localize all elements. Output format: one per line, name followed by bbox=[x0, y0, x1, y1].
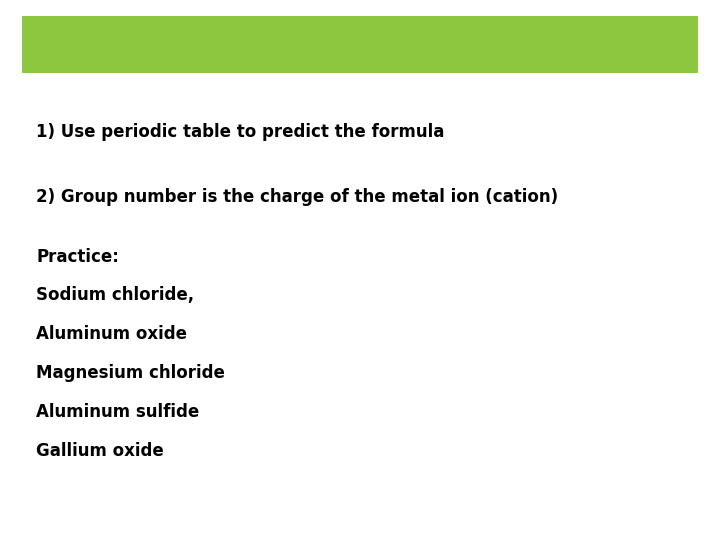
Text: Predicting Formulas of Binary Ionic Compounds: Predicting Formulas of Binary Ionic Comp… bbox=[120, 36, 600, 53]
Text: Practice:: Practice: bbox=[36, 247, 119, 266]
Text: 2) Group number is the charge of the metal ion (cation): 2) Group number is the charge of the met… bbox=[36, 188, 558, 206]
Text: Aluminum sulfide: Aluminum sulfide bbox=[36, 403, 199, 421]
Text: Gallium oxide: Gallium oxide bbox=[36, 442, 163, 460]
Text: 1) Use periodic table to predict the formula: 1) Use periodic table to predict the for… bbox=[36, 123, 444, 141]
Text: Sodium chloride,: Sodium chloride, bbox=[36, 286, 194, 305]
Text: Aluminum oxide: Aluminum oxide bbox=[36, 325, 187, 343]
Text: Magnesium chloride: Magnesium chloride bbox=[36, 364, 225, 382]
